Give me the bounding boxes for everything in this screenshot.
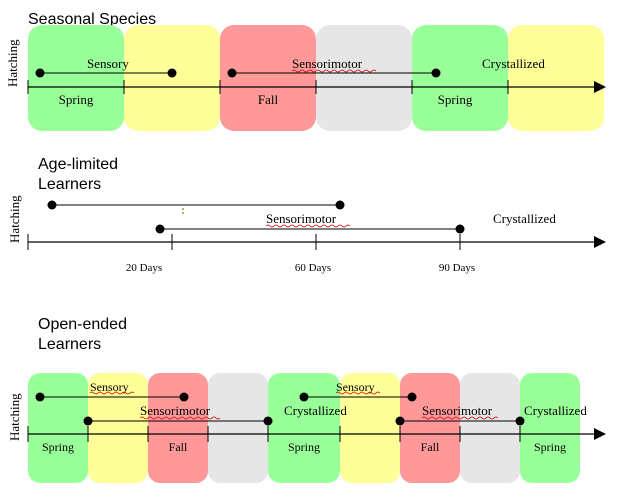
- season-block-spring: [28, 373, 88, 483]
- season-block-fall-2: [400, 373, 460, 483]
- season-block-summer-2: [508, 25, 604, 131]
- phase-start-dot: [47, 200, 57, 210]
- phase-end-dot: [407, 392, 417, 402]
- tick-label-90-days: 90 Days: [439, 262, 475, 274]
- season-label-spring-2: Spring: [438, 92, 473, 107]
- tick-label-20-days: 20 Days: [126, 262, 162, 274]
- season-label-spring: Spring: [59, 92, 94, 107]
- open-ended-title-line1: Open-ended: [38, 316, 127, 333]
- spellcheck-underline: [335, 391, 381, 395]
- sensory-label-2: Sensory: [336, 380, 375, 394]
- spellcheck-underline: [265, 224, 351, 228]
- season-block-winter: [208, 373, 268, 483]
- sensorimotor-label-1: Sensorimotor: [140, 403, 211, 418]
- season-block-spring-2: [412, 25, 508, 131]
- season-block-summer-2: [340, 373, 400, 483]
- season-label-spring-2: Spring: [288, 440, 320, 454]
- phase-start-dot: [227, 68, 237, 78]
- phase-start-dot: [155, 224, 165, 234]
- spellcheck-underline: [291, 69, 377, 73]
- season-block-summer: [88, 373, 148, 483]
- age-limited-section: Age-limited Learners Hatching Sensorimot…: [7, 156, 606, 274]
- crystallized-label: Crystallized: [482, 56, 545, 71]
- sensory-label: Sensory: [87, 56, 129, 71]
- seasonal-species-section: Seasonal Species Hatching Sensory Sensor…: [5, 11, 606, 131]
- spellcheck-underline: [421, 416, 499, 420]
- crystallized-label-1: Crystallized: [284, 403, 347, 418]
- sensorimotor-label: Sensorimotor: [266, 211, 337, 226]
- phase-start-dot: [395, 416, 405, 426]
- phase-end-dot: [335, 200, 345, 210]
- phase-end-dot: [515, 416, 525, 426]
- season-block-fall: [148, 373, 208, 483]
- seasonal-species-title: Seasonal Species: [28, 11, 156, 28]
- crystallized-label: Crystallized: [493, 211, 556, 226]
- sensorimotor-label: Sensorimotor: [292, 56, 363, 71]
- phase-end-dot: [263, 416, 273, 426]
- open-ended-title-line2: Learners: [38, 336, 101, 353]
- phase-start-dot: [299, 392, 309, 402]
- phase-end-dot: [179, 392, 189, 402]
- spellcheck-underline: [89, 391, 135, 395]
- sensorimotor-label-2: Sensorimotor: [422, 403, 493, 418]
- phase-start-dot: [35, 68, 45, 78]
- season-label-fall-2: Fall: [421, 440, 440, 454]
- season-label-fall: Fall: [258, 92, 279, 107]
- season-label-spring: Spring: [42, 440, 74, 454]
- phase-end-dot: [455, 224, 465, 234]
- season-block-spring-2: [268, 373, 340, 483]
- age-limited-title-line2: Learners: [38, 176, 101, 193]
- season-block-winter-2: [460, 373, 520, 483]
- crystallized-label-2: Crystallized: [524, 403, 587, 418]
- phase-end-dot: [431, 68, 441, 78]
- hatching-axis-label: Hatching: [5, 39, 20, 87]
- season-block-summer: [124, 25, 220, 131]
- hatching-axis-label: Hatching: [7, 195, 22, 243]
- phase-start-dot: [35, 392, 45, 402]
- tick-label-60-days: 60 Days: [295, 262, 331, 274]
- spellcheck-underline: [139, 416, 221, 420]
- season-block-spring: [28, 25, 124, 131]
- phase-end-dot: [167, 68, 177, 78]
- phase-start-dot: [83, 416, 93, 426]
- open-ended-section: Open-ended Learners Hatching: [7, 316, 606, 483]
- hatching-axis-label: Hatching: [7, 393, 22, 441]
- season-block-winter: [316, 25, 412, 131]
- season-label-spring-3: Spring: [534, 440, 566, 454]
- season-label-fall: Fall: [169, 440, 188, 454]
- age-limited-title-line1: Age-limited: [38, 156, 118, 173]
- season-block-spring-3: [520, 373, 580, 483]
- season-block-fall: [220, 25, 316, 131]
- sensory-label-1: Sensory: [90, 380, 129, 394]
